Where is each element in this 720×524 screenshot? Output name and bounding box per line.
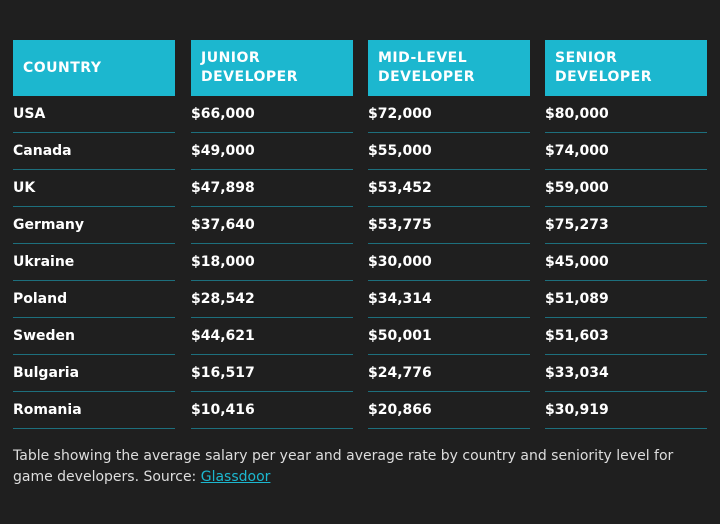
salary-cell: $51,603: [545, 318, 707, 355]
header-text: JUNIOR DEVELOPER: [201, 50, 299, 85]
salary-cell: $51,089: [545, 281, 707, 318]
salary-cell: $16,517: [191, 355, 353, 392]
salary-cell: $30,919: [545, 392, 707, 429]
header-text: MID-LEVEL DEVELOPER: [378, 50, 476, 85]
salary-cell: $37,640: [191, 207, 353, 244]
country-cell: Romania: [13, 392, 175, 429]
header-text: COUNTRY: [23, 59, 102, 76]
salary-cell: $24,776: [368, 355, 530, 392]
salary-cell: $47,898: [191, 170, 353, 207]
salary-cell: $53,452: [368, 170, 530, 207]
salary-cell: $59,000: [545, 170, 707, 207]
salary-cell: $72,000: [368, 96, 530, 133]
salary-cell: $74,000: [545, 133, 707, 170]
salary-cell: $80,000: [545, 96, 707, 133]
caption-text: Table showing the average salary per yea…: [13, 448, 674, 485]
salary-cell: $18,000: [191, 244, 353, 281]
country-cell: USA: [13, 96, 175, 133]
salary-cell: $28,542: [191, 281, 353, 318]
salary-cell: $50,001: [368, 318, 530, 355]
caption: Table showing the average salary per yea…: [13, 446, 703, 488]
salary-cell: $66,000: [191, 96, 353, 133]
header-cell: COUNTRY: [13, 40, 175, 96]
source-link[interactable]: Glassdoor: [200, 469, 271, 485]
salary-cell: $30,000: [368, 244, 530, 281]
country-cell: Canada: [13, 133, 175, 170]
salary-cell: $10,416: [191, 392, 353, 429]
country-cell: Poland: [13, 281, 175, 318]
salary-cell: $33,034: [545, 355, 707, 392]
salary-cell: $55,000: [368, 133, 530, 170]
salary-cell: $75,273: [545, 207, 707, 244]
country-cell: Germany: [13, 207, 175, 244]
header-cell: JUNIOR DEVELOPER: [191, 40, 353, 96]
salary-cell: $34,314: [368, 281, 530, 318]
salary-cell: $49,000: [191, 133, 353, 170]
header-cell: SENIOR DEVELOPER: [545, 40, 707, 96]
salary-cell: $53,775: [368, 207, 530, 244]
salary-cell: $45,000: [545, 244, 707, 281]
salary-cell: $44,621: [191, 318, 353, 355]
country-cell: Bulgaria: [13, 355, 175, 392]
country-cell: Sweden: [13, 318, 175, 355]
header-cell: MID-LEVEL DEVELOPER: [368, 40, 530, 96]
salary-cell: $20,866: [368, 392, 530, 429]
header-text: SENIOR DEVELOPER: [555, 50, 653, 85]
country-cell: UK: [13, 170, 175, 207]
country-cell: Ukraine: [13, 244, 175, 281]
